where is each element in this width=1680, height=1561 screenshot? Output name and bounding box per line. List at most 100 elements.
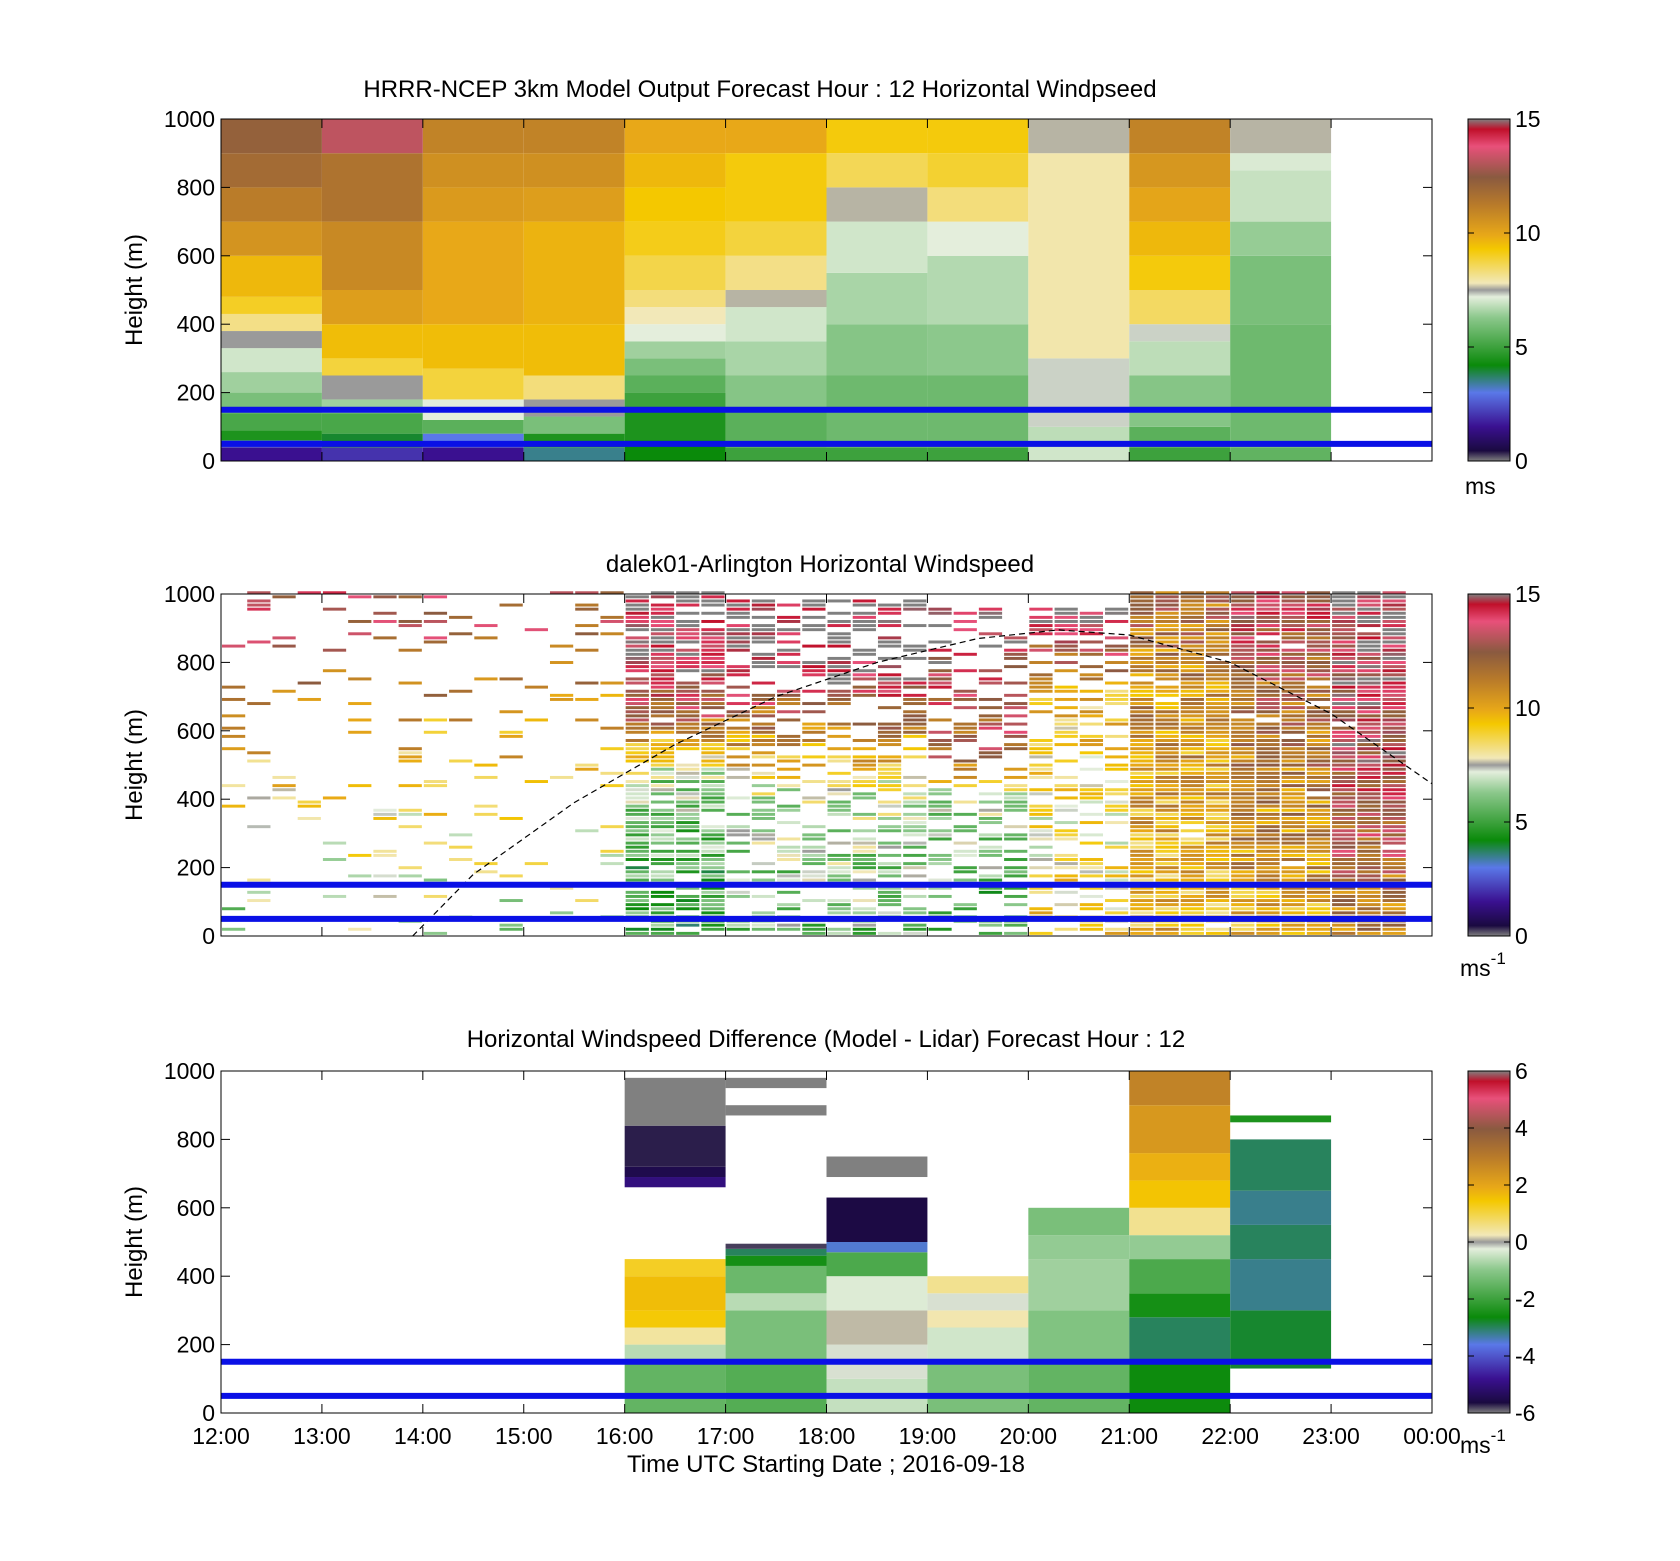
lidar-cell <box>1332 619 1356 623</box>
lidar-cell <box>1180 870 1204 874</box>
heatmap-cell <box>422 119 524 154</box>
lidar-cell <box>1382 734 1406 738</box>
lidar-cell <box>1205 804 1230 808</box>
lidar-cell <box>1155 640 1179 644</box>
lidar-cell <box>903 710 927 714</box>
lidar-cell <box>1180 858 1204 861</box>
lidar-cell <box>1231 665 1255 669</box>
lidar-cell <box>1004 792 1028 796</box>
heatmap-cell <box>321 413 423 434</box>
lidar-cell <box>625 800 649 804</box>
lidar-cell <box>600 615 624 619</box>
lidar-cell <box>701 739 725 742</box>
lidar-cell <box>1357 611 1381 615</box>
lidar-cell <box>625 907 649 911</box>
lidar-cell <box>1332 611 1356 615</box>
lidar-cell <box>1105 788 1129 792</box>
lidar-cell <box>1079 812 1104 816</box>
lidar-cell <box>499 734 523 738</box>
lidar-cell <box>1205 788 1230 792</box>
lidar-cell <box>1205 907 1230 911</box>
lidar-cell <box>1231 771 1255 775</box>
lidar-cell <box>978 886 1003 890</box>
lidar-cell <box>1205 718 1230 722</box>
lidar-cell <box>701 652 725 656</box>
lidar-cell <box>777 874 801 878</box>
lidar-cell <box>575 591 599 595</box>
lidar-cell <box>625 722 649 726</box>
lidar-cell <box>1180 677 1204 681</box>
lidar-cell <box>903 775 927 779</box>
heatmap-cell <box>1129 119 1231 154</box>
lidar-cell <box>1231 845 1255 849</box>
lidar-cell <box>1357 689 1381 693</box>
heatmap-cell <box>624 307 726 325</box>
lidar-cell <box>1382 599 1406 603</box>
lidar-cell <box>222 726 246 730</box>
lidar-cell <box>701 661 725 664</box>
lidar-cell <box>827 841 851 845</box>
lidar-cell <box>1205 755 1230 759</box>
lidar-cell <box>1357 652 1381 656</box>
lidar-cell <box>1180 734 1204 738</box>
colorbar-tick-label: 0 <box>1515 448 1528 474</box>
lidar-cell <box>1155 677 1179 681</box>
lidar-cell <box>1105 841 1129 845</box>
lidar-cell <box>1281 619 1305 623</box>
lidar-cell <box>1332 792 1356 796</box>
lidar-cell <box>852 899 876 903</box>
lidar-cell <box>1231 730 1255 734</box>
lidar-cell <box>1332 755 1356 759</box>
lidar-cell <box>701 800 725 804</box>
lidar-cell <box>726 927 750 931</box>
lidar-cell <box>1332 652 1356 656</box>
lidar-cell <box>1180 644 1204 648</box>
lidar-cell <box>777 870 801 874</box>
lidar-cell <box>827 677 851 681</box>
lidar-cell <box>247 890 271 894</box>
lidar-cell <box>1130 767 1154 771</box>
lidar-cell <box>625 747 649 751</box>
lidar-cell <box>1205 603 1230 607</box>
lidar-cell <box>1256 714 1280 718</box>
lidar-cell <box>1079 907 1104 911</box>
lidar-cell <box>297 697 321 701</box>
lidar-cell <box>676 681 700 685</box>
lidar-cell <box>1130 837 1154 841</box>
lidar-cell <box>726 628 750 632</box>
lidar-cell <box>1155 804 1179 808</box>
lidar-cell <box>1306 788 1331 792</box>
lidar-cell <box>423 636 448 640</box>
lidar-cell <box>1332 907 1356 911</box>
lidar-cell <box>1130 788 1154 792</box>
lidar-cell <box>903 599 927 603</box>
lidar-cell <box>1306 833 1331 837</box>
colorbar-tick-label: 15 <box>1515 106 1541 132</box>
lidar-cell <box>928 669 952 673</box>
lidar-cell <box>928 743 952 747</box>
lidar-cell <box>222 714 246 718</box>
lidar-cell <box>625 812 649 816</box>
lidar-cell <box>600 853 624 857</box>
lidar-cell <box>1281 591 1305 595</box>
panel-2-colorbar-unit: ms-1 <box>1460 949 1506 981</box>
lidar-cell <box>650 821 675 825</box>
lidar-cell <box>1382 874 1406 878</box>
lidar-cell <box>1180 784 1204 788</box>
lidar-cell <box>1180 681 1204 685</box>
y-tick-label: 1000 <box>164 106 215 132</box>
lidar-cell <box>928 780 952 784</box>
lidar-cell <box>852 775 876 779</box>
lidar-cell <box>549 644 574 648</box>
lidar-cell <box>1332 669 1356 673</box>
lidar-cell <box>701 673 725 677</box>
lidar-cell <box>1205 661 1230 664</box>
lidar-cell <box>423 780 448 784</box>
lidar-cell <box>625 697 649 701</box>
lidar-cell <box>1180 726 1204 730</box>
lidar-cell <box>1155 718 1179 722</box>
lidar-cell <box>1256 780 1280 784</box>
lidar-cell <box>1155 739 1179 742</box>
lidar-cell <box>676 837 700 841</box>
lidar-cell <box>676 640 700 644</box>
